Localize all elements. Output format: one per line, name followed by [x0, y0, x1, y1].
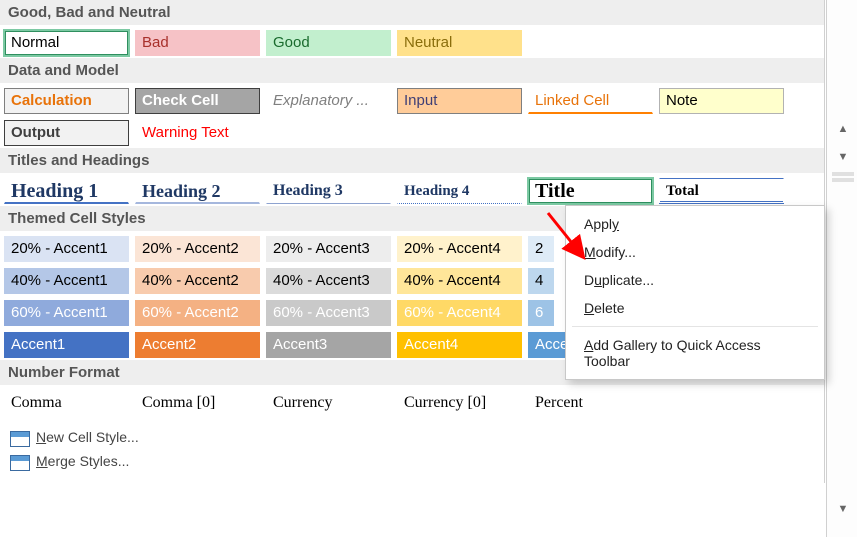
style-20-accent2[interactable]: 20% - Accent2 — [135, 236, 260, 262]
ctx-apply[interactable]: Apply — [566, 210, 824, 238]
new-cell-style-action[interactable]: New Cell Style... — [6, 425, 818, 449]
row-headings: Heading 1 Heading 2 Heading 3 Heading 4 … — [0, 174, 824, 206]
style-check-cell[interactable]: Check Cell — [135, 88, 260, 114]
style-40-accent1[interactable]: 40% - Accent1 — [4, 268, 129, 294]
style-20-accent4[interactable]: 20% - Accent4 — [397, 236, 522, 262]
style-40-accent2[interactable]: 40% - Accent2 — [135, 268, 260, 294]
style-accent2[interactable]: Accent2 — [135, 332, 260, 358]
style-40-accent5[interactable]: 4 — [528, 268, 554, 294]
style-warning-text[interactable]: Warning Text — [135, 120, 260, 146]
ctx-duplicate[interactable]: Duplicate... — [566, 266, 824, 294]
right-scroll-rail: ▲ ▼ ▼ — [826, 0, 857, 537]
section-data-model: Data and Model — [0, 58, 824, 84]
style-calculation[interactable]: Calculation — [4, 88, 129, 114]
style-60-accent1[interactable]: 60% - Accent1 — [4, 300, 129, 326]
style-linked-cell[interactable]: Linked Cell — [528, 88, 653, 114]
row-number-format: Comma Comma [0] Currency Currency [0] Pe… — [0, 386, 824, 418]
style-neutral[interactable]: Neutral — [397, 30, 522, 56]
style-input[interactable]: Input — [397, 88, 522, 114]
gallery-footer: New Cell Style... Merge Styles... — [0, 418, 824, 483]
row-good-bad-neutral: Normal Bad Good Neutral — [0, 26, 824, 58]
ctx-add-qat[interactable]: Add Gallery to Quick Access Toolbar — [566, 331, 824, 375]
section-titles-headings: Titles and Headings — [0, 148, 824, 174]
style-note[interactable]: Note — [659, 88, 784, 114]
style-title[interactable]: Title — [528, 178, 653, 204]
ctx-modify[interactable]: Modify... — [566, 238, 824, 266]
style-60-accent4[interactable]: 60% - Accent4 — [397, 300, 522, 326]
style-accent1[interactable]: Accent1 — [4, 332, 129, 358]
style-60-accent5[interactable]: 6 — [528, 300, 554, 326]
ctx-separator — [572, 326, 818, 327]
style-accent3[interactable]: Accent3 — [266, 332, 391, 358]
style-explanatory[interactable]: Explanatory ... — [266, 88, 391, 114]
style-40-accent4[interactable]: 40% - Accent4 — [397, 268, 522, 294]
style-normal[interactable]: Normal — [4, 30, 129, 56]
style-40-accent3[interactable]: 40% - Accent3 — [266, 268, 391, 294]
style-accent4[interactable]: Accent4 — [397, 332, 522, 358]
scroll-down-icon[interactable]: ▼ — [832, 148, 854, 166]
style-20-accent3[interactable]: 20% - Accent3 — [266, 236, 391, 262]
style-60-accent3[interactable]: 60% - Accent3 — [266, 300, 391, 326]
style-heading1[interactable]: Heading 1 — [4, 178, 129, 204]
row-data-model-1: Calculation Check Cell Explanatory ... I… — [0, 84, 824, 116]
cell-style-icon — [10, 429, 28, 445]
section-good-bad-neutral: Good, Bad and Neutral — [0, 0, 824, 26]
style-heading3[interactable]: Heading 3 — [266, 178, 391, 204]
style-currency0[interactable]: Currency [0] — [397, 390, 522, 416]
style-20-accent1[interactable]: 20% - Accent1 — [4, 236, 129, 262]
style-output[interactable]: Output — [4, 120, 129, 146]
scroll-up-icon[interactable]: ▲ — [832, 120, 854, 138]
expand-down-icon[interactable]: ▼ — [832, 500, 854, 518]
cell-style-icon — [10, 453, 28, 469]
style-currency[interactable]: Currency — [266, 390, 391, 416]
style-percent[interactable]: Percent — [528, 390, 653, 416]
style-bad[interactable]: Bad — [135, 30, 260, 56]
style-comma0[interactable]: Comma [0] — [135, 390, 260, 416]
style-heading4[interactable]: Heading 4 — [397, 178, 522, 204]
style-context-menu: Apply Modify... Duplicate... Delete Add … — [565, 205, 825, 380]
row-data-model-2: Output Warning Text — [0, 116, 824, 148]
ctx-delete[interactable]: Delete — [566, 294, 824, 322]
rail-decoration — [832, 172, 854, 184]
style-60-accent2[interactable]: 60% - Accent2 — [135, 300, 260, 326]
merge-styles-action[interactable]: Merge Styles... — [6, 449, 818, 473]
style-comma[interactable]: Comma — [4, 390, 129, 416]
style-heading2[interactable]: Heading 2 — [135, 178, 260, 204]
style-20-accent5[interactable]: 2 — [528, 236, 554, 262]
style-good[interactable]: Good — [266, 30, 391, 56]
style-total[interactable]: Total — [659, 178, 784, 204]
